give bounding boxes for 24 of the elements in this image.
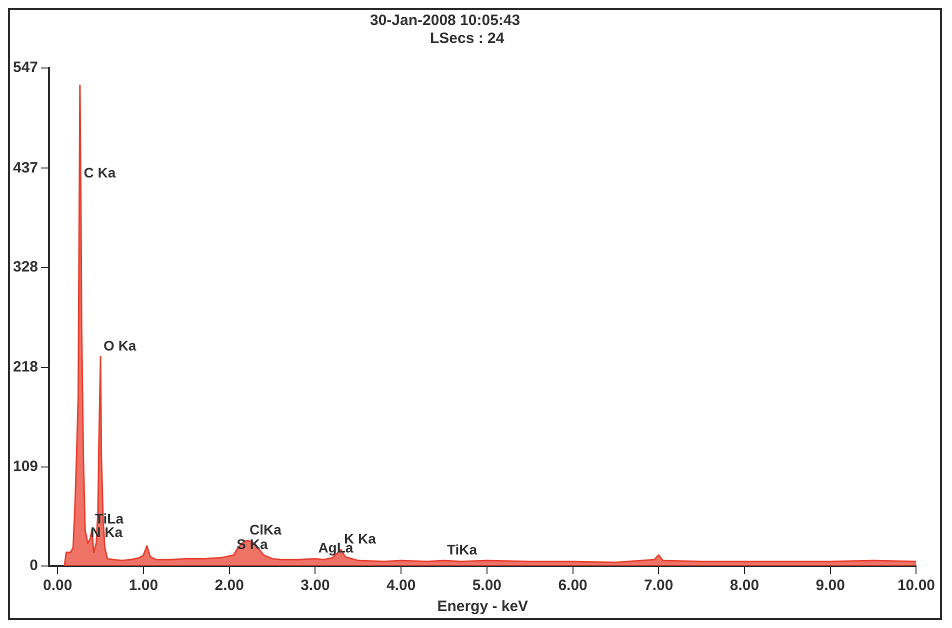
text: 30-Jan-2008 10:05:43 [370,12,522,30]
text: LSecs : 24 [429,30,506,48]
x-tick-label: 4.00 [386,577,416,594]
y-tick-label: 437 [12,159,38,176]
y-tick-label: 328 [12,258,38,276]
x-tick-label: 1.00 [128,577,158,594]
x-tick-label: 6.00 [558,577,588,594]
annotation: ClKa [250,521,282,538]
y-tick-label: 0 [30,557,38,574]
x-tick-label: 8.00 [730,577,760,594]
annotation: TiKa [446,541,478,558]
x-tick-label: 10.00 [897,577,936,594]
x-tick-label: 7.00 [644,577,674,594]
x-tick-label: 9.00 [816,577,845,594]
x-axis-title: Energy - keV [437,598,528,616]
y-tick-label: 218 [12,358,38,376]
y-tick-label: 109 [12,458,38,475]
x-tick-label: 2.00 [214,577,244,594]
x-tick-label: 5.00 [472,577,502,594]
annotation: O Ka [104,337,136,354]
annotation: C Ka [84,164,116,180]
y-tick-label: 547 [12,59,38,76]
x-tick-label: 3.00 [300,577,330,594]
x-tick-label: 0.00 [43,577,72,594]
